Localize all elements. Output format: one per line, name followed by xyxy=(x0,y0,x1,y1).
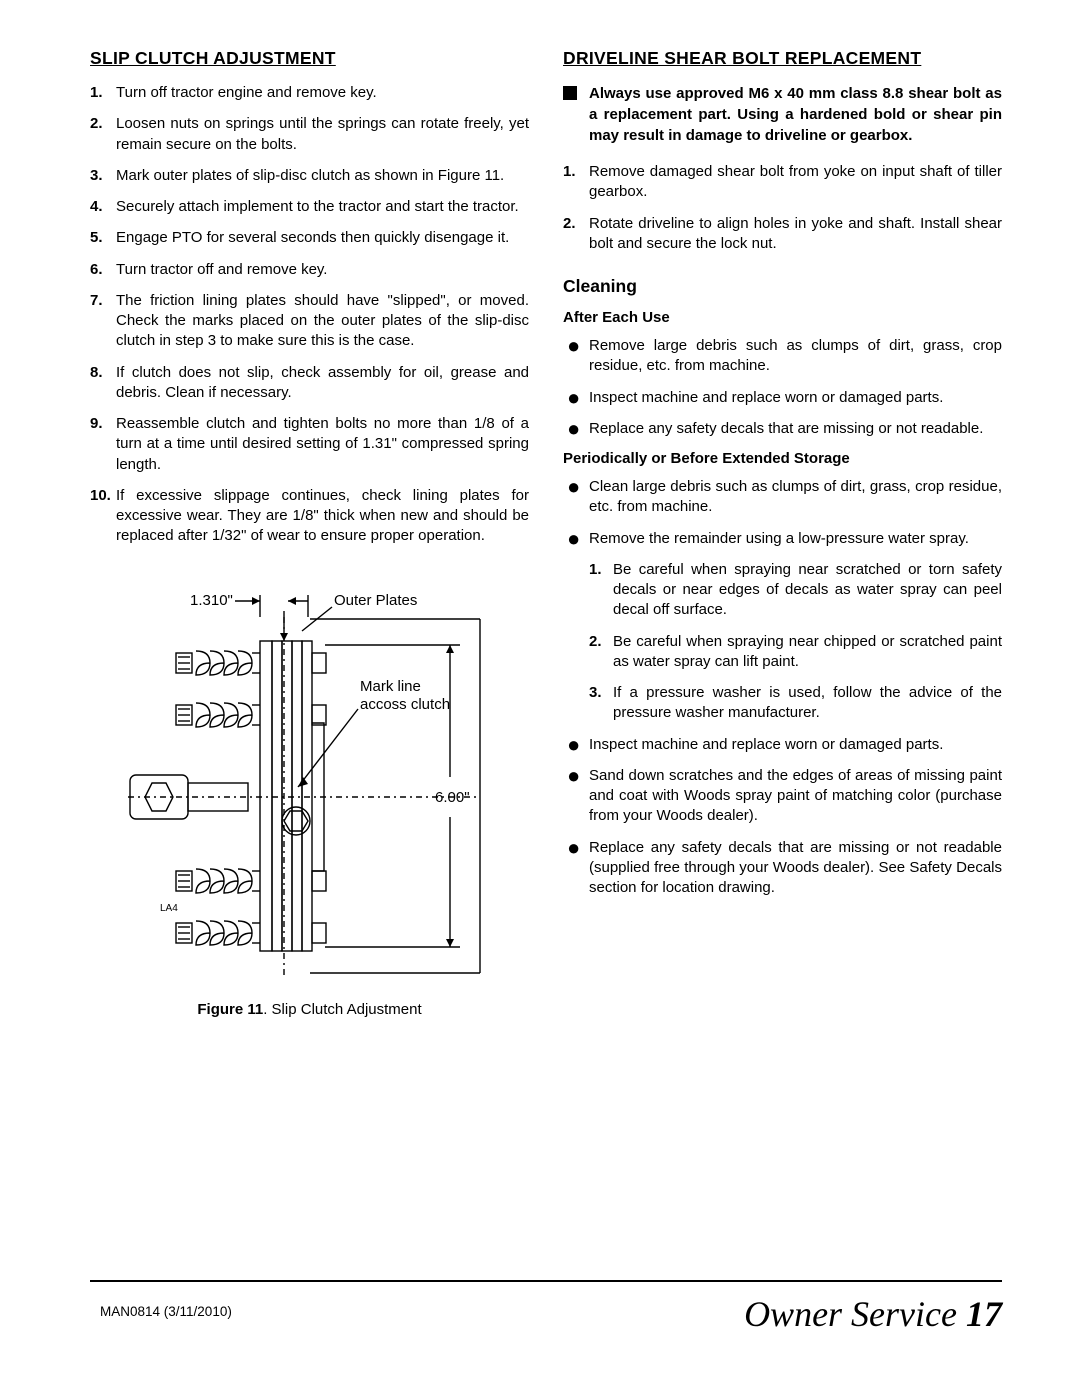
right-column: DRIVELINE SHEAR BOLT REPLACEMENT Always … xyxy=(563,48,1002,1018)
list-item: 7.The friction lining plates should have… xyxy=(90,291,529,352)
after-each-use-list: ●Remove large debris such as clumps of d… xyxy=(563,336,1002,439)
after-each-use-heading: After Each Use xyxy=(563,309,1002,326)
periodic-list-top: ●Clean large debris such as clumps of di… xyxy=(563,477,1002,549)
list-item: 1.Remove damaged shear bolt from yoke on… xyxy=(563,162,1002,203)
list-item: 3.If a pressure washer is used, follow t… xyxy=(563,683,1002,724)
periodic-heading: Periodically or Before Extended Storage xyxy=(563,450,1002,467)
list-item: 3.Mark outer plates of slip-disc clutch … xyxy=(90,166,529,186)
slip-clutch-diagram: 1.310" Outer Plates xyxy=(120,587,500,987)
figure-11: 1.310" Outer Plates xyxy=(90,587,529,1018)
list-item: 8.If clutch does not slip, check assembl… xyxy=(90,363,529,404)
list-item: ●Inspect machine and replace worn or dam… xyxy=(563,735,1002,755)
footer-doc-id: MAN0814 (3/11/2010) xyxy=(100,1304,232,1319)
list-item: 1.Be careful when spraying near scratche… xyxy=(563,560,1002,621)
list-item: ●Remove the remainder using a low-pressu… xyxy=(563,529,1002,549)
list-item: ●Sand down scratches and the edges of ar… xyxy=(563,766,1002,827)
list-item: ●Replace any safety decals that are miss… xyxy=(563,419,1002,439)
dim-1310-label: 1.310" xyxy=(190,592,233,609)
list-item: 6.Turn tractor off and remove key. xyxy=(90,260,529,280)
list-item: 1.Turn off tractor engine and remove key… xyxy=(90,83,529,103)
list-item: 2.Be careful when spraying near chipped … xyxy=(563,632,1002,673)
list-item: ●Inspect machine and replace worn or dam… xyxy=(563,388,1002,408)
list-item: ●Remove large debris such as clumps of d… xyxy=(563,336,1002,377)
spring-4 xyxy=(176,921,326,945)
footer-divider xyxy=(90,1280,1002,1282)
outer-plates-label: Outer Plates xyxy=(334,592,417,609)
figure-caption: Figure 11. Slip Clutch Adjustment xyxy=(90,1001,529,1018)
left-column: SLIP CLUTCH ADJUSTMENT 1.Turn off tracto… xyxy=(90,48,529,1018)
spring-1 xyxy=(176,651,326,675)
spring-3 xyxy=(176,869,326,893)
shear-bolt-warning: Always use approved M6 x 40 mm class 8.8… xyxy=(563,83,1002,146)
list-item: 9.Reassemble clutch and tighten bolts no… xyxy=(90,414,529,475)
warning-square-icon xyxy=(563,86,577,100)
slip-clutch-heading: SLIP CLUTCH ADJUSTMENT xyxy=(90,48,529,69)
spring-2 xyxy=(176,703,326,727)
list-item: 2.Loosen nuts on springs until the sprin… xyxy=(90,114,529,155)
footer-section-title: Owner Service 17 xyxy=(744,1293,1002,1335)
list-item: 4.Securely attach implement to the tract… xyxy=(90,197,529,217)
mark-line-label-1: Mark line xyxy=(360,678,421,695)
page: SLIP CLUTCH ADJUSTMENT 1.Turn off tracto… xyxy=(0,0,1080,1018)
periodic-sublist: 1.Be careful when spraying near scratche… xyxy=(563,560,1002,724)
list-item: 5.Engage PTO for several seconds then qu… xyxy=(90,228,529,248)
list-item: ●Replace any safety decals that are miss… xyxy=(563,838,1002,899)
periodic-list-rest: ●Inspect machine and replace worn or dam… xyxy=(563,735,1002,899)
driveline-steps: 1.Remove damaged shear bolt from yoke on… xyxy=(563,162,1002,254)
mark-line-label-2: accoss clutch xyxy=(360,696,450,713)
driveline-heading: DRIVELINE SHEAR BOLT REPLACEMENT xyxy=(563,48,1002,69)
list-item: ●Clean large debris such as clumps of di… xyxy=(563,477,1002,518)
slip-clutch-steps: 1.Turn off tractor engine and remove key… xyxy=(90,83,529,547)
la4-label: LA4 xyxy=(160,903,178,914)
dim-600-label: 6.00" xyxy=(435,789,470,806)
cleaning-heading: Cleaning xyxy=(563,276,1002,297)
list-item: 10.If excessive slippage continues, chec… xyxy=(90,486,529,547)
list-item: 2.Rotate driveline to align holes in yok… xyxy=(563,214,1002,255)
